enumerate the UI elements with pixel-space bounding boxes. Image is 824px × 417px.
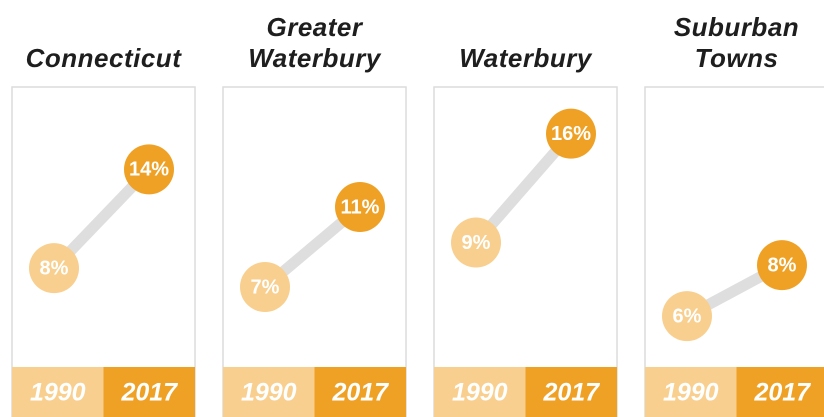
year-band <box>645 367 737 417</box>
value-label: 7% <box>251 276 280 298</box>
panel-title: Waterbury <box>459 43 592 73</box>
year-label: 2017 <box>542 379 600 407</box>
value-dot <box>335 182 385 232</box>
year-label: 1990 <box>452 379 508 407</box>
year-label: 1990 <box>241 379 297 407</box>
value-label: 11% <box>341 196 380 218</box>
year-band <box>12 367 104 417</box>
panel-title: Connecticut <box>25 43 182 73</box>
panel-title: Suburban Towns <box>673 12 800 73</box>
year-label: 1990 <box>30 379 86 407</box>
value-label: 6% <box>673 305 702 327</box>
value-label: 8% <box>40 257 69 279</box>
panel-title: Greater Waterbury <box>248 12 381 73</box>
year-label: 2017 <box>753 379 811 407</box>
panel <box>644 86 824 417</box>
value-dot <box>124 144 174 195</box>
year-band <box>103 367 195 417</box>
year-band <box>223 367 315 417</box>
value-label: 14% <box>129 159 169 181</box>
year-band <box>736 367 824 417</box>
value-dot <box>662 291 712 342</box>
value-dot <box>240 262 290 312</box>
value-label: 9% <box>462 232 491 254</box>
value-dot <box>546 108 596 159</box>
year-band <box>525 367 617 417</box>
year-label: 2017 <box>331 379 389 407</box>
year-label: 1990 <box>663 379 719 407</box>
value-label: 8% <box>768 254 797 276</box>
year-band <box>314 367 406 417</box>
year-band <box>434 367 526 417</box>
value-dot <box>29 243 79 294</box>
value-dot <box>757 240 807 291</box>
value-label: 16% <box>551 123 591 145</box>
year-label: 2017 <box>120 379 178 407</box>
value-dot <box>451 217 501 268</box>
